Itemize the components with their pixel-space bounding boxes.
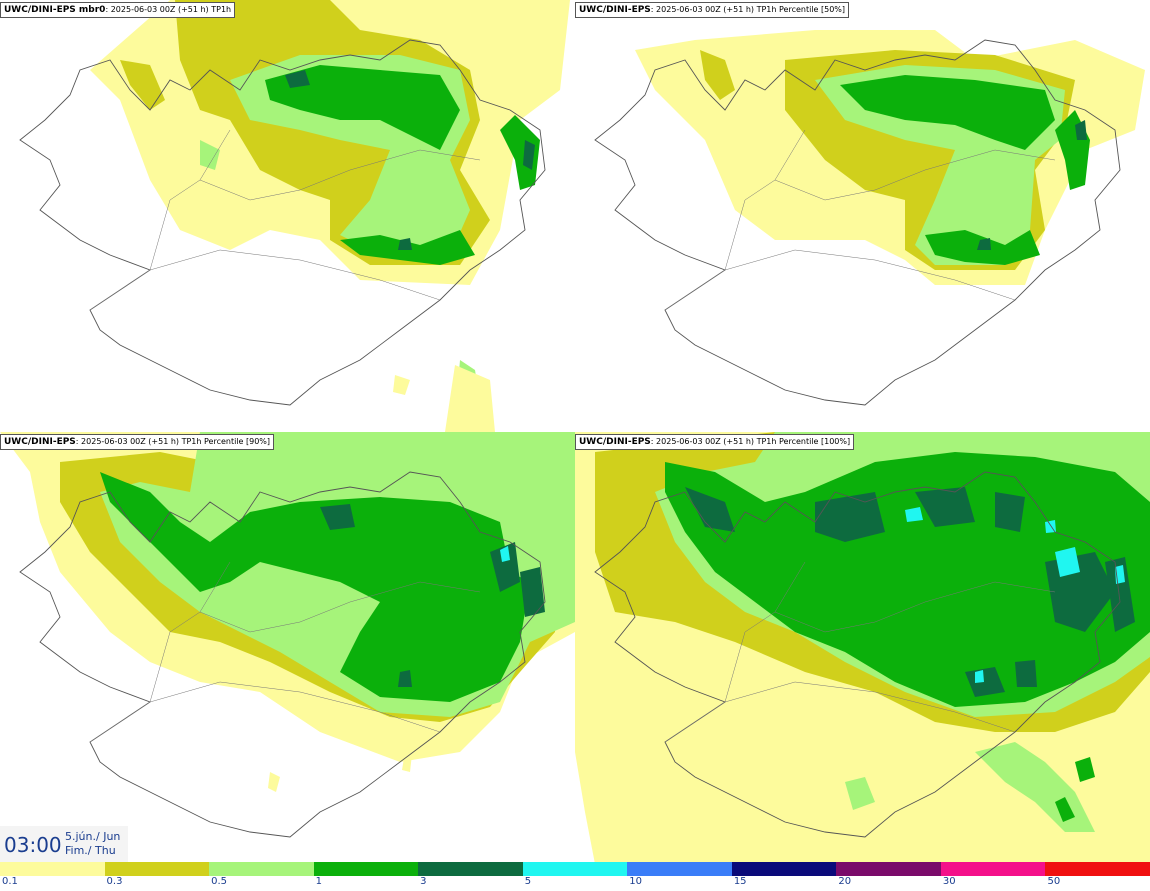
model-name: UWC/DINI-EPS mbr0: [4, 5, 106, 15]
precip-field: [0, 432, 575, 792]
run-time: 2025-06-03 00Z (+51 h): [656, 437, 755, 446]
precip-field: [635, 30, 1145, 285]
valid-date-line2: Fim./ Thu: [65, 844, 116, 857]
legend-swatch: [418, 862, 523, 876]
panel-caption: UWC/DINI-EPS: 2025-06-03 00Z (+51 h) TP1…: [575, 2, 850, 18]
map-panel-p100: UWC/DINI-EPS: 2025-06-03 00Z (+51 h) TP1…: [575, 432, 1150, 862]
legend-tick-label: 1: [315, 876, 322, 887]
legend-tick-label: 30: [942, 876, 956, 887]
field-name: TP1h Percentile [90%]: [181, 437, 271, 446]
map-panel-p90: UWC/DINI-EPS: 2025-06-03 00Z (+51 h) TP1…: [0, 432, 575, 864]
model-name: UWC/DINI-EPS: [579, 5, 651, 15]
precip-field: [90, 0, 570, 432]
legend-swatch: [940, 862, 1046, 876]
valid-time-box: 03:00 5.jún./ Jun Fim./ Thu: [0, 826, 128, 862]
valid-date-line1: 5.jún./ Jun: [65, 830, 121, 843]
iceland-outline: [19, 39, 546, 406]
panel-caption: UWC/DINI-EPS: 2025-06-03 00Z (+51 h) TP1…: [575, 434, 855, 450]
legend-tick-label: 0.3: [106, 876, 123, 887]
run-time: 2025-06-03 00Z (+51 h): [656, 5, 755, 14]
color-legend: 0.1 0.3 0.5 1 3 5 10 15 20 30 50: [0, 862, 1150, 891]
field-name: TP1h Percentile [50%]: [756, 5, 846, 14]
model-name: UWC/DINI-EPS: [579, 437, 651, 447]
legend-swatch: [209, 862, 314, 876]
map-panel-p50: UWC/DINI-EPS: 2025-06-03 00Z (+51 h) TP1…: [575, 0, 1150, 432]
valid-date: 5.jún./ Jun Fim./ Thu: [65, 830, 120, 858]
iceland-outline: [19, 471, 546, 838]
precip-map: [19, 0, 570, 432]
legend-swatch: [0, 862, 105, 876]
legend-tick-label: 10: [629, 876, 642, 887]
legend-swatch: [313, 862, 419, 876]
panel-caption: UWC/DINI-EPS: 2025-06-03 00Z (+51 h) TP1…: [0, 434, 275, 450]
map-panel-mbr0: UWC/DINI-EPS mbr0: 2025-06-03 00Z (+51 h…: [0, 0, 575, 432]
legend-tick-label: 20: [838, 876, 852, 887]
panel-caption: UWC/DINI-EPS mbr0: 2025-06-03 00Z (+51 h…: [0, 2, 236, 18]
road-lines: [89, 561, 481, 743]
legend-swatch: [1045, 862, 1150, 876]
road-lines: [664, 129, 1056, 311]
legend-swatch: [836, 862, 941, 876]
iceland-outline: [594, 471, 1121, 838]
precip-field: [575, 432, 1150, 862]
run-time: 2025-06-03 00Z (+51 h): [110, 5, 209, 14]
legend-tick-label: 0.1: [2, 876, 18, 887]
field-name: TP1h Percentile [100%]: [756, 437, 851, 446]
legend-tick-label: 3: [420, 876, 427, 887]
valid-time: 03:00: [4, 833, 62, 857]
model-name: UWC/DINI-EPS: [4, 437, 76, 447]
road-lines: [89, 129, 481, 311]
precip-map: [575, 432, 1150, 862]
field-name: TP1h: [211, 5, 232, 14]
legend-tick-label: 0.5: [211, 876, 227, 887]
precip-map: [594, 30, 1145, 406]
iceland-outline: [594, 39, 1121, 406]
legend-tick-label: 5: [524, 876, 532, 887]
legend-swatch: [522, 862, 628, 876]
road-lines: [664, 561, 1056, 743]
precip-map: [0, 432, 575, 838]
legend-tick-label: 15: [733, 876, 747, 887]
legend-bar: [0, 862, 1150, 876]
legend-swatch: [627, 862, 732, 876]
legend-tick-label: 50: [1047, 876, 1061, 887]
legend-swatch: [731, 862, 837, 876]
legend-swatch: [104, 862, 210, 876]
run-time: 2025-06-03 00Z (+51 h): [81, 437, 180, 446]
